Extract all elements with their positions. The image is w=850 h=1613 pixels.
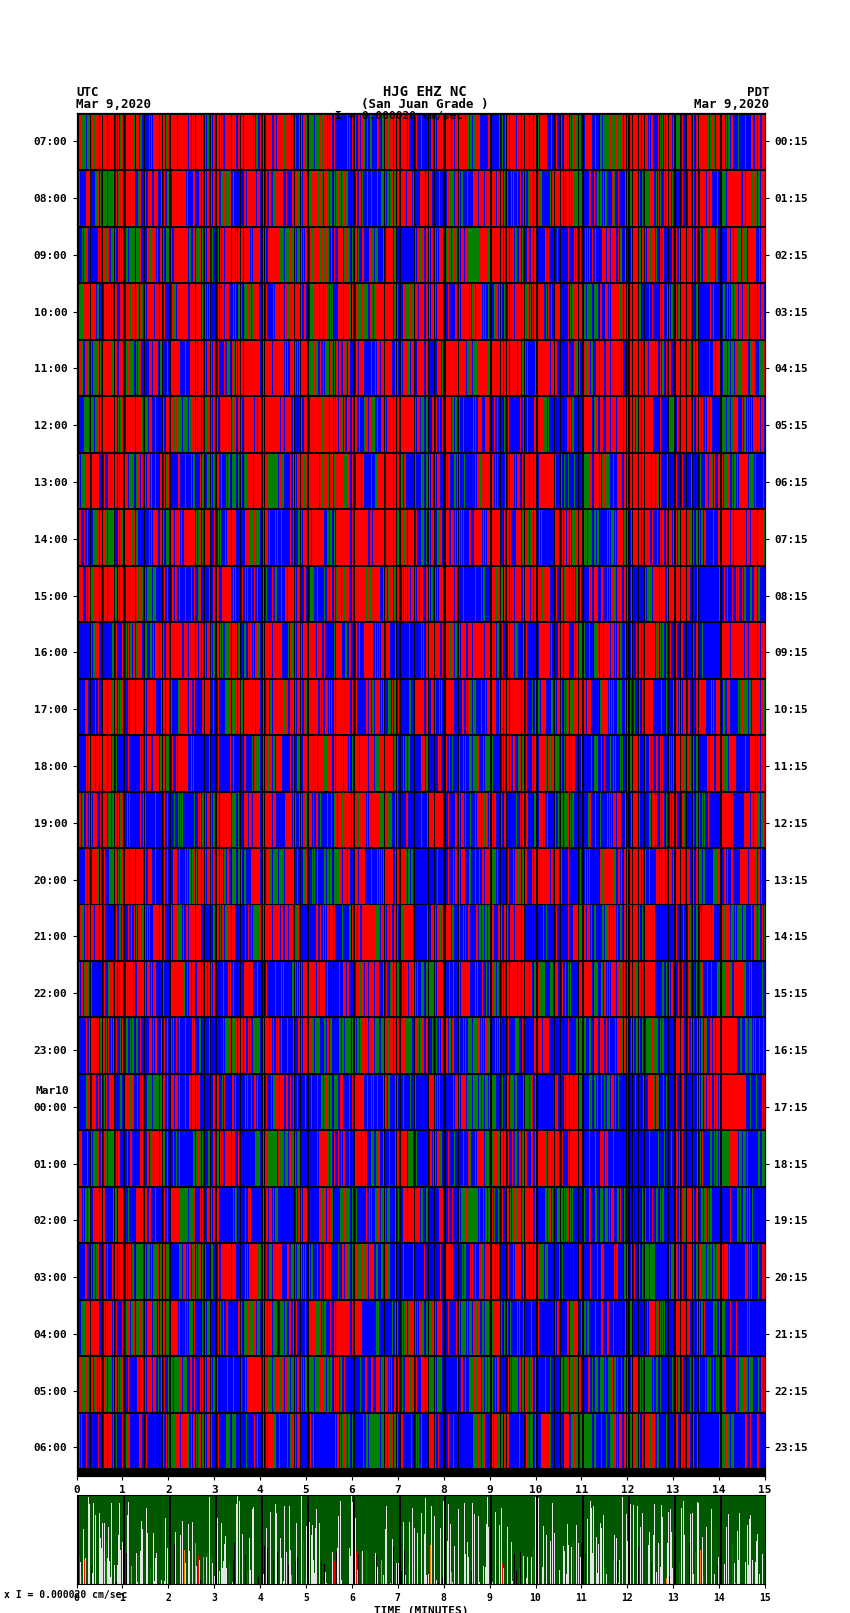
- Text: Mar 9,2020: Mar 9,2020: [76, 98, 151, 111]
- Text: PDT: PDT: [747, 85, 769, 100]
- Text: x I = 0.000020 cm/sec: x I = 0.000020 cm/sec: [4, 1590, 127, 1600]
- Text: UTC: UTC: [76, 85, 99, 100]
- X-axis label: TIME (MINUTES): TIME (MINUTES): [373, 1607, 468, 1613]
- Text: (San Juan Grade ): (San Juan Grade ): [361, 98, 489, 111]
- Text: HJG EHZ NC: HJG EHZ NC: [383, 85, 467, 100]
- Text: I = 0.000020 cm/sec: I = 0.000020 cm/sec: [336, 111, 463, 121]
- Text: Mar 9,2020: Mar 9,2020: [694, 98, 769, 111]
- Text: Mar10: Mar10: [35, 1086, 69, 1095]
- X-axis label: TIME (MINUTES): TIME (MINUTES): [368, 1498, 473, 1511]
